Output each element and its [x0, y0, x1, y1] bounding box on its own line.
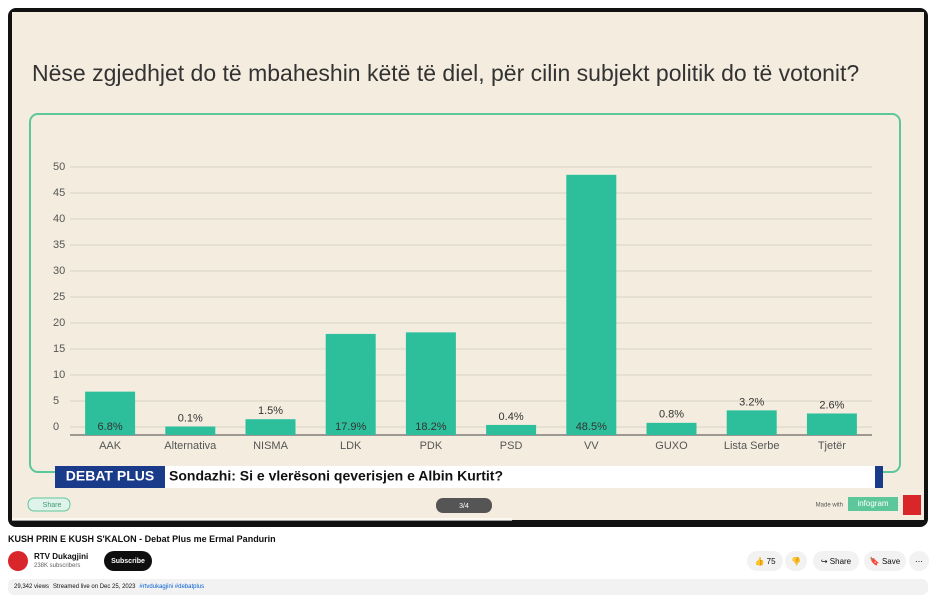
- video-canvas: [12, 12, 924, 520]
- video-title: KUSH PRIN E KUSH S'KALON - Debat Plus me…: [8, 534, 276, 544]
- value-label: 0.4%: [499, 411, 524, 423]
- share-chip[interactable]: [27, 497, 71, 512]
- channel-bug: [903, 495, 921, 515]
- value-label: 18.2%: [415, 421, 446, 433]
- pager-label: 3/4: [459, 503, 469, 510]
- bar: [325, 333, 376, 435]
- share-chip-label: Share: [43, 502, 62, 509]
- x-tick-label: VV: [584, 440, 599, 452]
- value-label: 48.5%: [576, 421, 607, 433]
- stream-date: Streamed live on Dec 25, 2023: [53, 584, 136, 590]
- dislike-button[interactable]: 👎: [785, 551, 807, 571]
- value-label: 17.9%: [335, 421, 366, 433]
- more-button[interactable]: ⋯: [909, 551, 929, 571]
- bar: [85, 391, 136, 435]
- value-label: 6.8%: [98, 421, 123, 433]
- pager[interactable]: [436, 498, 492, 513]
- like-count: 75: [766, 556, 776, 566]
- chart-title: Nëse zgjedhjet do të mbaheshin këtë të d…: [32, 60, 859, 86]
- video-player[interactable]: Nëse zgjedhjet do të mbaheshin këtë të d…: [0, 0, 932, 528]
- save-label: Save: [881, 556, 901, 566]
- y-tick-label: 10: [53, 369, 65, 381]
- made-with: Made with: [816, 503, 843, 509]
- brand-box: [55, 466, 165, 488]
- bar: [486, 424, 537, 435]
- share-button[interactable]: ↪ Share: [813, 551, 859, 571]
- y-tick-label: 0: [53, 421, 59, 433]
- y-tick-label: 20: [53, 317, 65, 329]
- y-tick-label: 30: [53, 265, 65, 277]
- maker: infogram: [857, 499, 888, 508]
- value-label: 1.5%: [258, 405, 283, 417]
- view-count: 29,342 views: [14, 584, 50, 590]
- maker-box: [848, 497, 898, 511]
- share-label: Share: [829, 556, 852, 566]
- like-button[interactable]: 👍 75: [747, 551, 783, 571]
- x-tick-label: Lista Serbe: [724, 440, 780, 452]
- value-label: 2.6%: [819, 399, 844, 411]
- channel-avatar[interactable]: [8, 551, 28, 571]
- hashtags[interactable]: #rtvdukagjini #debatplus: [139, 584, 205, 590]
- brand: DEBAT PLUS: [66, 468, 154, 484]
- subscribe-button[interactable]: Subscribe: [104, 551, 152, 571]
- value-label: 0.1%: [178, 412, 203, 424]
- value-label: 3.2%: [739, 396, 764, 408]
- x-tick-label: Tjetër: [818, 440, 846, 452]
- value-label: 0.8%: [659, 409, 684, 421]
- headline-box: [165, 466, 875, 488]
- y-tick-label: 25: [53, 291, 65, 303]
- channel-name[interactable]: RTV Dukagjini: [34, 552, 89, 561]
- bar: [646, 422, 697, 435]
- x-tick-label: Alternativa: [164, 440, 217, 452]
- bar: [245, 419, 296, 435]
- y-tick-label: 45: [53, 187, 65, 199]
- x-tick-label: LDK: [340, 440, 362, 452]
- x-tick-label: PSD: [500, 440, 523, 452]
- progress-bar[interactable]: [12, 518, 512, 521]
- bar: [726, 410, 777, 435]
- subscriber-count: 238K subscribers: [34, 563, 81, 569]
- headline: Sondazhi: Si e vlerësoni qeverisjen e Al…: [169, 468, 503, 484]
- y-tick-label: 5: [53, 395, 59, 407]
- bar: [405, 332, 456, 435]
- x-tick-label: GUXO: [655, 440, 688, 452]
- bar: [165, 426, 216, 435]
- y-tick-label: 40: [53, 213, 65, 225]
- y-tick-label: 15: [53, 343, 65, 355]
- description[interactable]: 29,342 views Streamed live on Dec 25, 20…: [8, 579, 928, 595]
- x-tick-label: AAK: [99, 440, 122, 452]
- x-tick-label: NISMA: [253, 440, 289, 452]
- y-tick-label: 35: [53, 239, 65, 251]
- x-tick-label: PDK: [420, 440, 443, 452]
- bar: [566, 174, 617, 436]
- save-button[interactable]: 🔖 Save: [864, 551, 906, 571]
- bar: [806, 413, 857, 435]
- y-tick-label: 50: [53, 161, 65, 173]
- headline-edge: [875, 466, 883, 488]
